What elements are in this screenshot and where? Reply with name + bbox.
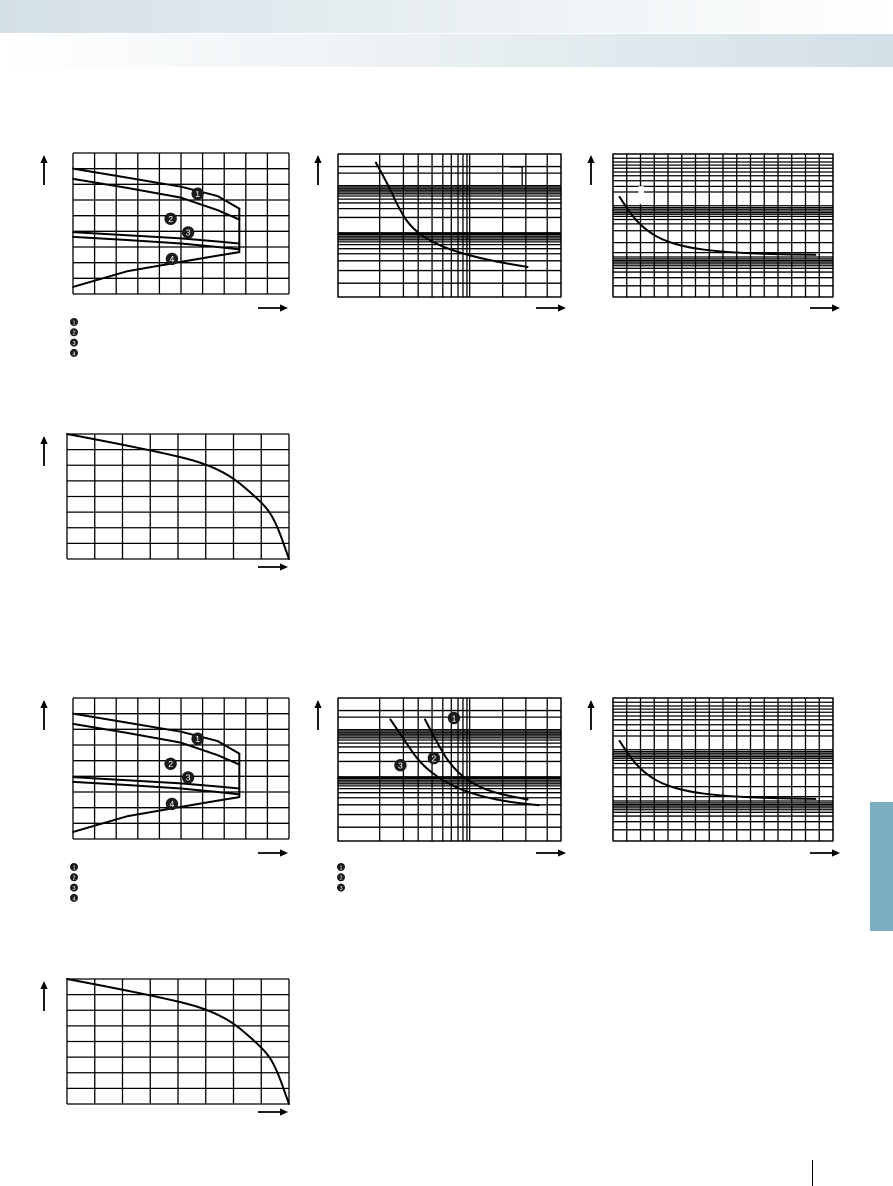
svg-text:1: 1 xyxy=(195,189,200,199)
svg-text:3: 3 xyxy=(339,886,342,892)
svg-text:3: 3 xyxy=(72,341,75,347)
svg-text:4: 4 xyxy=(170,254,175,264)
svg-text:3: 3 xyxy=(72,886,75,892)
svg-text:2: 2 xyxy=(72,876,75,882)
svg-text:3: 3 xyxy=(186,228,191,238)
svg-text:1: 1 xyxy=(195,734,200,744)
svg-text:2: 2 xyxy=(72,331,75,337)
svg-text:2: 2 xyxy=(339,876,342,882)
svg-text:1: 1 xyxy=(339,865,342,871)
svg-text:4: 4 xyxy=(170,799,175,809)
svg-text:4: 4 xyxy=(72,896,75,902)
svg-text:2: 2 xyxy=(168,214,173,224)
svg-text:2: 2 xyxy=(168,759,173,769)
svg-text:1: 1 xyxy=(72,320,75,326)
svg-text:4: 4 xyxy=(72,351,75,357)
svg-text:2: 2 xyxy=(431,753,436,763)
svg-text:1: 1 xyxy=(452,713,457,723)
svg-text:3: 3 xyxy=(398,761,403,771)
svg-text:3: 3 xyxy=(186,773,191,783)
svg-text:1: 1 xyxy=(72,865,75,871)
